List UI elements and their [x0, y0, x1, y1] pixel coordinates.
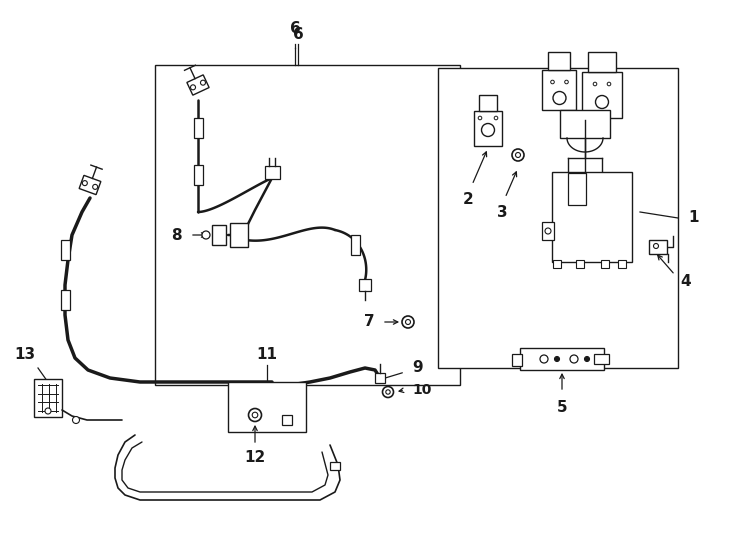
Bar [194, 165, 203, 185]
Bar [560, 110, 610, 138]
Circle shape [82, 180, 87, 186]
Polygon shape [79, 176, 101, 194]
Bar [582, 72, 622, 118]
Bar [474, 111, 502, 146]
Bar [576, 260, 584, 268]
Bar [618, 260, 626, 268]
Circle shape [554, 356, 559, 361]
Circle shape [402, 316, 414, 328]
Bar [230, 223, 248, 247]
Circle shape [478, 116, 482, 120]
Bar [228, 382, 306, 432]
Bar [212, 225, 226, 245]
Circle shape [482, 124, 495, 137]
Circle shape [252, 412, 258, 418]
Bar [568, 173, 586, 205]
Circle shape [564, 80, 568, 84]
Text: 9: 9 [412, 361, 423, 375]
Text: 1: 1 [688, 211, 699, 226]
Text: 7: 7 [364, 314, 375, 329]
Circle shape [92, 184, 98, 190]
Circle shape [607, 82, 611, 86]
Circle shape [550, 80, 554, 84]
Bar [264, 166, 280, 179]
Text: 3: 3 [497, 205, 507, 220]
Bar [60, 240, 70, 260]
Text: 4: 4 [680, 274, 691, 289]
Circle shape [570, 355, 578, 363]
Bar [542, 70, 576, 110]
Circle shape [73, 416, 79, 423]
Circle shape [200, 80, 206, 85]
Bar [542, 222, 554, 240]
Circle shape [45, 408, 51, 414]
Bar [552, 172, 632, 262]
Circle shape [494, 116, 498, 120]
Text: 2: 2 [462, 192, 473, 207]
Bar [553, 260, 561, 268]
Bar [282, 415, 292, 425]
Circle shape [595, 96, 608, 109]
Circle shape [405, 320, 410, 325]
Text: 12: 12 [244, 450, 266, 465]
Bar [520, 348, 604, 370]
Bar [351, 235, 360, 255]
Text: 6: 6 [293, 27, 303, 42]
Bar [34, 379, 62, 417]
Bar [438, 68, 678, 368]
Bar [512, 354, 522, 366]
Text: 6: 6 [290, 21, 300, 36]
Circle shape [249, 408, 261, 422]
Bar [330, 462, 340, 470]
Text: 10: 10 [412, 383, 432, 397]
Text: 5: 5 [556, 400, 567, 415]
Circle shape [584, 356, 589, 361]
Circle shape [540, 355, 548, 363]
Polygon shape [187, 75, 209, 95]
Circle shape [593, 82, 597, 86]
Bar [649, 240, 667, 254]
Circle shape [202, 231, 210, 239]
Text: 11: 11 [256, 347, 277, 362]
Text: 13: 13 [15, 347, 35, 362]
Bar [601, 260, 609, 268]
Circle shape [512, 149, 524, 161]
Circle shape [545, 228, 551, 234]
Bar [194, 118, 203, 138]
Circle shape [515, 152, 520, 158]
Bar [594, 354, 609, 364]
Bar [60, 290, 70, 310]
Bar [588, 52, 616, 72]
Bar [359, 279, 371, 291]
Text: 8: 8 [171, 227, 182, 242]
Circle shape [191, 85, 195, 90]
Bar [548, 52, 570, 70]
Circle shape [386, 390, 390, 394]
Circle shape [653, 244, 658, 248]
Bar [479, 95, 497, 111]
Bar [155, 65, 460, 385]
Bar [375, 373, 385, 383]
Circle shape [553, 91, 566, 105]
Circle shape [382, 387, 393, 397]
